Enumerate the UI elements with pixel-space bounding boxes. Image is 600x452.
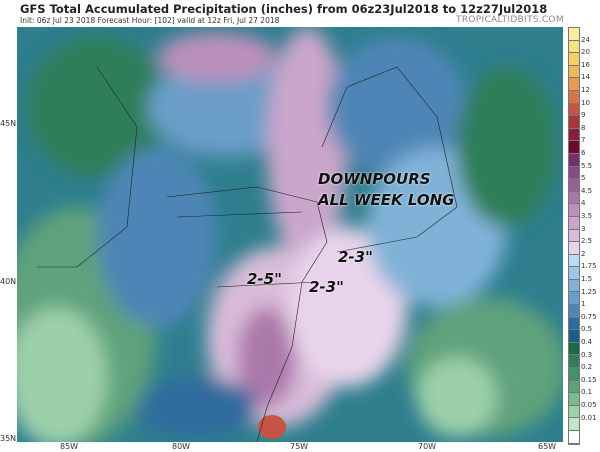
colorbar-bin [569,405,579,419]
colorbar-bin [569,191,579,205]
lat-label: 40N [0,277,17,286]
colorbar-bin [569,179,579,192]
colorbar-bin [569,292,579,306]
colorbar-bin [569,53,579,66]
colorbar-label: 24 [581,35,590,44]
colorbar-label: 0.01 [581,413,597,422]
west-total-label: 2-5" [247,270,282,288]
colorbar-bin [569,128,579,142]
map-title: GFS Total Accumulated Precipitation (inc… [20,2,548,16]
colorbar-bin [569,216,579,230]
colorbar-label: 1.25 [581,287,597,296]
lon-label: 75W [290,442,309,451]
colorbar-label: 20 [581,48,590,57]
lon-label: 85W [60,442,79,451]
colorbar-label: 3 [581,224,586,233]
colorbar-label: 0.5 [581,325,593,334]
lon-label: 80W [172,442,191,451]
colorbar-label: 14 [581,73,590,82]
colorbar-bin [569,65,579,79]
lon-label: 70W [418,442,437,451]
colorbar-bin [569,330,579,343]
colorbar-label: 4.5 [581,186,593,195]
colorbar-bin [569,305,579,318]
colorbar-label: 0.3 [581,350,593,359]
lon-label: 65W [538,442,557,451]
colorbar-bin [569,166,579,180]
colorbar-label: 6 [581,149,586,157]
headline-line1: DOWNPOURS [318,170,431,188]
colorbar-label: 1.75 [581,262,597,271]
colorbar-label: 1 [581,300,586,309]
colorbar-bin [569,204,579,217]
colorbar-label: 0.4 [581,338,593,346]
lat-label: 45N [0,119,17,128]
colorbar-bin [569,116,579,129]
nyc-total-label: 2-3" [338,248,373,266]
headline-line2: ALL WEEK LONG [318,191,455,209]
colorbar-label: 0.2 [581,363,593,372]
colorbar-bin [569,393,579,406]
colorbar-bin [569,242,579,255]
colorbar-bin [569,141,579,154]
colorbar-bin [569,355,579,369]
colorbar-label: 4 [581,199,586,208]
colorbar-label: 0.15 [581,375,597,384]
colorbar-bin [569,279,579,293]
colorbar-label: 5 [581,174,586,183]
lat-label: 35N [0,434,17,443]
brand-watermark: TROPICALTIDBITS.COM [456,15,564,25]
colorbar-bin [569,28,579,41]
colorbar-label: 5.5 [581,161,593,170]
nj-total-label: 2-3" [309,278,344,296]
colorbar-bin [569,254,579,268]
colorbar-bin [569,103,579,117]
colorbar-label: 0.05 [581,401,597,409]
colorbar-bin [569,317,579,331]
precipitation-map [17,27,563,442]
colorbar-bin [569,267,579,280]
colorbar-bin [569,90,579,104]
colorbar-bin [569,380,579,394]
colorbar-label: 2 [581,249,586,258]
colorbar-bin [569,153,579,167]
colorbar-label: 10 [581,98,590,107]
colorbar-label: 0.1 [581,388,593,397]
colorbar-bin [569,229,579,243]
colorbar-label: 1.5 [581,275,593,283]
colorbar-label: 12 [581,86,590,94]
colorbar-label: 2.5 [581,237,593,246]
colorbar-label: 3.5 [581,212,593,220]
colorbar [568,27,580,445]
colorbar-label: 16 [581,60,590,69]
colorbar-label: 8 [581,123,586,132]
colorbar-label: 0.75 [581,312,597,321]
colorbar-bin [569,418,579,431]
colorbar-bin [569,342,579,356]
colorbar-bin [569,40,579,54]
map-subtitle: Init: 06z Jul 23 2018 Forecast Hour: [10… [20,16,280,25]
colorbar-bin [569,431,579,444]
colorbar-bin [569,368,579,381]
colorbar-label: 9 [581,111,586,120]
colorbar-bin [569,78,579,91]
colorbar-label: 7 [581,136,586,145]
